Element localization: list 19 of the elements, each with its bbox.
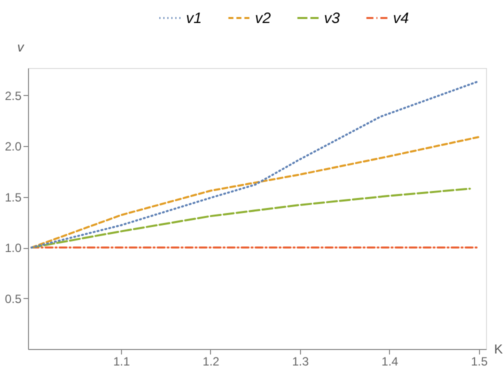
y-tick-label: 1.0 — [4, 241, 22, 256]
legend-label: v1 — [186, 10, 202, 27]
line-series — [30, 136, 480, 249]
y-tick-label: 2.5 — [4, 88, 22, 103]
x-tick-label: 1.2 — [202, 354, 220, 368]
x-tick-label: 1.3 — [292, 354, 310, 368]
x-axis-title: K — [494, 342, 504, 356]
y-tick-label: 2.0 — [4, 140, 22, 154]
x-tick-label: 1.5 — [471, 354, 488, 368]
y-axis-title: v — [17, 40, 26, 54]
x-tick-label: 1.1 — [113, 354, 130, 368]
legend-label: v2 — [255, 10, 272, 27]
line-series — [30, 188, 471, 249]
x-tick-label: 1.4 — [382, 354, 399, 368]
legend-label: v4 — [393, 10, 409, 27]
legend-label: v3 — [324, 10, 340, 27]
y-tick-label: 1.5 — [4, 190, 22, 204]
y-tick-label: 0.5 — [4, 292, 22, 306]
line-series — [30, 80, 480, 249]
